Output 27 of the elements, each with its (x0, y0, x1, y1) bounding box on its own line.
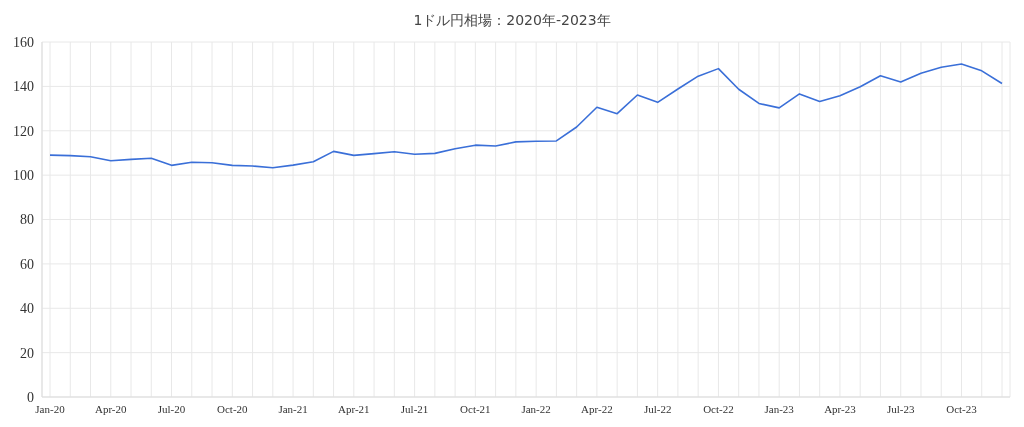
x-tick-label: Jan-23 (764, 402, 795, 415)
y-tick-label: 60 (20, 256, 34, 272)
x-tick-label: Jan-22 (521, 402, 551, 415)
y-tick-label: 0 (27, 389, 34, 405)
x-tick-label: Apr-22 (581, 402, 613, 415)
x-tick-label: Jan-21 (278, 402, 308, 415)
x-tick-label: Oct-21 (460, 402, 491, 415)
y-tick-label: 140 (13, 79, 34, 95)
x-tick-label: Jul-23 (886, 402, 915, 415)
y-tick-label: 160 (13, 34, 34, 50)
x-tick-label: Jul-20 (157, 402, 186, 415)
x-tick-label: Jul-21 (400, 402, 429, 415)
line-series (49, 63, 1003, 169)
x-tick-label: Apr-23 (824, 402, 857, 415)
x-tick-label: Apr-21 (338, 402, 370, 415)
chart-title: 1ドル円相場：2020年-2023年 (412, 11, 612, 30)
y-tick-label: 100 (13, 168, 34, 184)
x-tick-label: Oct-22 (703, 402, 734, 415)
x-tick-label: Jul-22 (643, 402, 672, 415)
x-tick-label: Oct-20 (217, 402, 249, 415)
y-tick-label: 20 (20, 345, 34, 361)
y-tick-label: 120 (13, 123, 34, 139)
y-tick-label: 40 (20, 301, 34, 317)
y-tick-label: 80 (20, 212, 34, 228)
x-tick-label: Oct-23 (946, 402, 978, 415)
x-tick-label: Apr-20 (94, 402, 128, 415)
x-tick-label: Jan-20 (35, 402, 66, 415)
